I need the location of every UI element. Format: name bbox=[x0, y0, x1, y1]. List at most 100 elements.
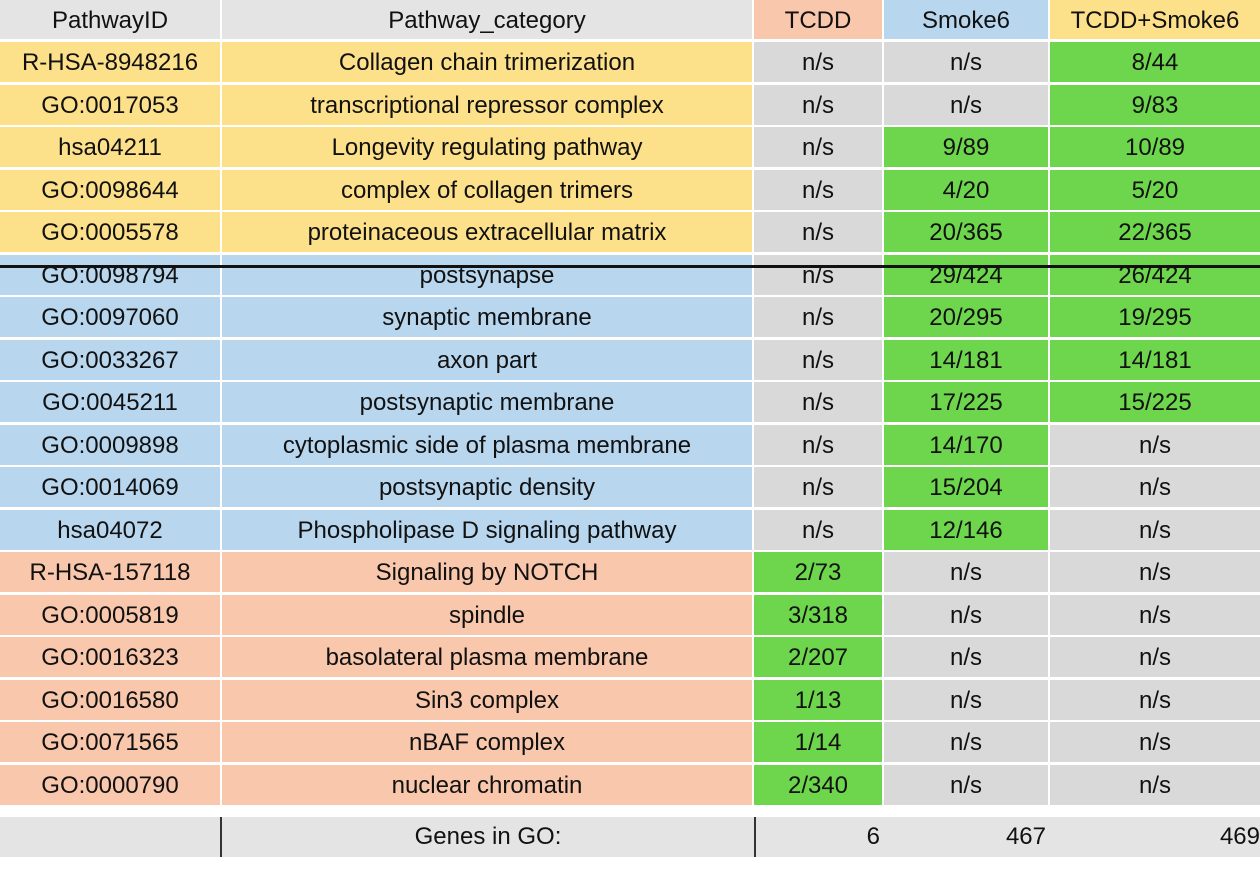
table-row: GO:0071565 nBAF complex 1/14 n/s n/s bbox=[0, 722, 1260, 764]
header-row: PathwayID Pathway_category TCDD Smoke6 T… bbox=[0, 0, 1260, 42]
pathway-id-cell: R-HSA-157118 bbox=[0, 552, 222, 593]
smoke6-cell: 14/181 bbox=[884, 340, 1050, 381]
table-row: GO:0000790 nuclear chromatin 2/340 n/s n/s bbox=[0, 765, 1260, 807]
pathway-id-cell: GO:0005578 bbox=[0, 212, 222, 253]
combined-cell: n/s bbox=[1050, 637, 1260, 678]
pathway-id-cell: GO:0016323 bbox=[0, 637, 222, 678]
category-cell: Sin3 complex bbox=[222, 680, 754, 721]
table-row: GO:0005819 spindle 3/318 n/s n/s bbox=[0, 595, 1260, 637]
pathway-id-cell: GO:0071565 bbox=[0, 722, 222, 763]
tcdd-cell: n/s bbox=[754, 85, 884, 126]
combined-cell: 14/181 bbox=[1050, 340, 1260, 381]
tcdd-cell: 1/13 bbox=[754, 680, 884, 721]
smoke6-cell: 29/424 bbox=[884, 255, 1050, 296]
combined-cell: n/s bbox=[1050, 552, 1260, 593]
footer-separator bbox=[220, 817, 222, 857]
smoke6-cell: n/s bbox=[884, 552, 1050, 593]
tcdd-cell: n/s bbox=[754, 255, 884, 296]
smoke6-cell: 12/146 bbox=[884, 510, 1050, 551]
tcdd-cell: n/s bbox=[754, 170, 884, 211]
header-combined: TCDD+Smoke6 bbox=[1050, 0, 1260, 41]
smoke6-cell: n/s bbox=[884, 765, 1050, 806]
smoke6-cell: 20/365 bbox=[884, 212, 1050, 253]
header-pathway-id: PathwayID bbox=[0, 0, 222, 41]
group-divider bbox=[0, 265, 1260, 268]
category-cell: spindle bbox=[222, 595, 754, 636]
table-row: GO:0098644 complex of collagen trimers n/s… bbox=[0, 170, 1260, 212]
header-category: Pathway_category bbox=[222, 0, 754, 41]
category-cell: Signaling by NOTCH bbox=[222, 552, 754, 593]
smoke6-cell: n/s bbox=[884, 680, 1050, 721]
smoke6-cell: 15/204 bbox=[884, 467, 1050, 508]
table-row: hsa04211 Longevity regulating pathway n/s 9… bbox=[0, 127, 1260, 169]
combined-cell: n/s bbox=[1050, 680, 1260, 721]
category-cell: Phospholipase D signaling pathway bbox=[222, 510, 754, 551]
pathway-id-cell: GO:0005819 bbox=[0, 595, 222, 636]
combined-cell: 10/89 bbox=[1050, 127, 1260, 168]
tcdd-cell: 2/73 bbox=[754, 552, 884, 593]
smoke6-cell: 9/89 bbox=[884, 127, 1050, 168]
pathway-id-cell: GO:0098794 bbox=[0, 255, 222, 296]
pathway-id-cell: GO:0045211 bbox=[0, 382, 222, 423]
smoke6-cell: 20/295 bbox=[884, 297, 1050, 338]
footer-row: Genes in GO: 6 467 469 bbox=[0, 817, 1260, 857]
pathway-id-cell: GO:0016580 bbox=[0, 680, 222, 721]
category-cell: postsynapse bbox=[222, 255, 754, 296]
combined-cell: 5/20 bbox=[1050, 170, 1260, 211]
combined-cell: n/s bbox=[1050, 765, 1260, 806]
pathway-id-cell: GO:0000790 bbox=[0, 765, 222, 806]
pathway-id-cell: GO:0097060 bbox=[0, 297, 222, 338]
tcdd-cell: 1/14 bbox=[754, 722, 884, 763]
combined-cell: n/s bbox=[1050, 510, 1260, 551]
category-cell: basolateral plasma membrane bbox=[222, 637, 754, 678]
smoke6-cell: n/s bbox=[884, 85, 1050, 126]
pathway-id-cell: R-HSA-8948216 bbox=[0, 42, 222, 83]
combined-cell: 19/295 bbox=[1050, 297, 1260, 338]
smoke6-cell: 17/225 bbox=[884, 382, 1050, 423]
combined-cell: n/s bbox=[1050, 467, 1260, 508]
table-row: GO:0009898 cytoplasmic side of plasma mem… bbox=[0, 425, 1260, 467]
table-row: GO:0097060 synaptic membrane n/s 20/295 19/2… bbox=[0, 297, 1260, 339]
tcdd-cell: 2/340 bbox=[754, 765, 884, 806]
footer-label: Genes in GO: bbox=[414, 823, 562, 850]
smoke6-cell: n/s bbox=[884, 42, 1050, 83]
footer-combined-count: 469 bbox=[1219, 823, 1260, 850]
table-row: GO:0014069 postsynaptic density n/s 15/204 n… bbox=[0, 467, 1260, 509]
category-cell: nBAF complex bbox=[222, 722, 754, 763]
category-cell: proteinaceous extracellular matrix bbox=[222, 212, 754, 253]
table-row: hsa04072 Phospholipase D signaling pathwa… bbox=[0, 510, 1260, 552]
combined-cell: 26/424 bbox=[1050, 255, 1260, 296]
tcdd-cell: n/s bbox=[754, 425, 884, 466]
header-tcdd: TCDD bbox=[754, 0, 884, 41]
table-row: R-HSA-8948216 Collagen chain trimerizatio… bbox=[0, 42, 1260, 84]
pathway-id-cell: GO:0009898 bbox=[0, 425, 222, 466]
header-smoke6: Smoke6 bbox=[884, 0, 1050, 41]
footer-smoke6-count: 467 bbox=[1005, 823, 1046, 850]
tcdd-cell: n/s bbox=[754, 212, 884, 253]
tcdd-cell: n/s bbox=[754, 382, 884, 423]
category-cell: complex of collagen trimers bbox=[222, 170, 754, 211]
table-row: GO:0016580 Sin3 complex 1/13 n/s n/s bbox=[0, 680, 1260, 722]
pathway-id-cell: GO:0014069 bbox=[0, 467, 222, 508]
smoke6-cell: 4/20 bbox=[884, 170, 1050, 211]
pathway-id-cell: hsa04211 bbox=[0, 127, 222, 168]
smoke6-cell: 14/170 bbox=[884, 425, 1050, 466]
combined-cell: 9/83 bbox=[1050, 85, 1260, 126]
tcdd-cell: n/s bbox=[754, 467, 884, 508]
tcdd-cell: n/s bbox=[754, 340, 884, 381]
category-cell: transcriptional repressor complex bbox=[222, 85, 754, 126]
category-cell: Collagen chain trimerization bbox=[222, 42, 754, 83]
tcdd-cell: n/s bbox=[754, 510, 884, 551]
smoke6-cell: n/s bbox=[884, 637, 1050, 678]
combined-cell: n/s bbox=[1050, 425, 1260, 466]
tcdd-cell: n/s bbox=[754, 42, 884, 83]
footer-separator bbox=[754, 817, 756, 857]
category-cell: postsynaptic density bbox=[222, 467, 754, 508]
category-cell: postsynaptic membrane bbox=[222, 382, 754, 423]
table-row: GO:0033267 axon part n/s 14/181 14/181 bbox=[0, 340, 1260, 382]
smoke6-cell: n/s bbox=[884, 722, 1050, 763]
combined-cell: n/s bbox=[1050, 595, 1260, 636]
smoke6-cell: n/s bbox=[884, 595, 1050, 636]
footer-tcdd-count: 6 bbox=[866, 823, 880, 850]
pathway-id-cell: GO:0017053 bbox=[0, 85, 222, 126]
